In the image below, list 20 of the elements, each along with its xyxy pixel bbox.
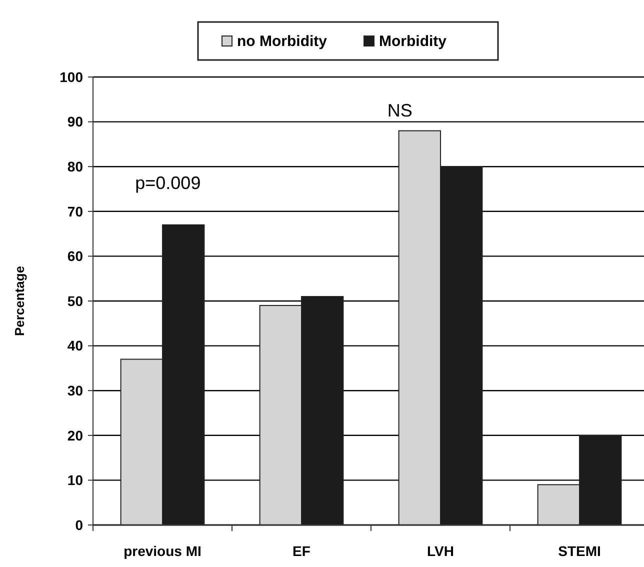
y-tick-label: 30	[67, 382, 84, 398]
y-tick-label: 50	[67, 292, 84, 309]
y-tick-label: 40	[67, 338, 84, 354]
x-tick-label: LVH	[427, 543, 454, 559]
legend-label: Morbidity	[379, 33, 448, 50]
y-tick-label: 70	[67, 203, 84, 220]
annotation: NS	[387, 100, 412, 120]
annotation: p=0.009	[135, 173, 201, 193]
y-tick-label: 90	[67, 114, 84, 130]
x-tick-label: previous MI	[124, 543, 202, 559]
y-tick-label: 20	[67, 427, 84, 444]
y-tick-label: 60	[67, 248, 84, 264]
y-tick-label: 0	[75, 516, 84, 533]
y-tick-label: 80	[67, 158, 84, 174]
x-tick-label: STEMI	[558, 543, 601, 559]
y-axis-title: Percentage	[12, 266, 27, 336]
y-tick-label: 10	[67, 472, 84, 488]
legend-label: no Morbidity	[237, 33, 328, 50]
y-tick-label: 100	[60, 68, 84, 85]
x-tick-label: EF	[292, 543, 311, 559]
